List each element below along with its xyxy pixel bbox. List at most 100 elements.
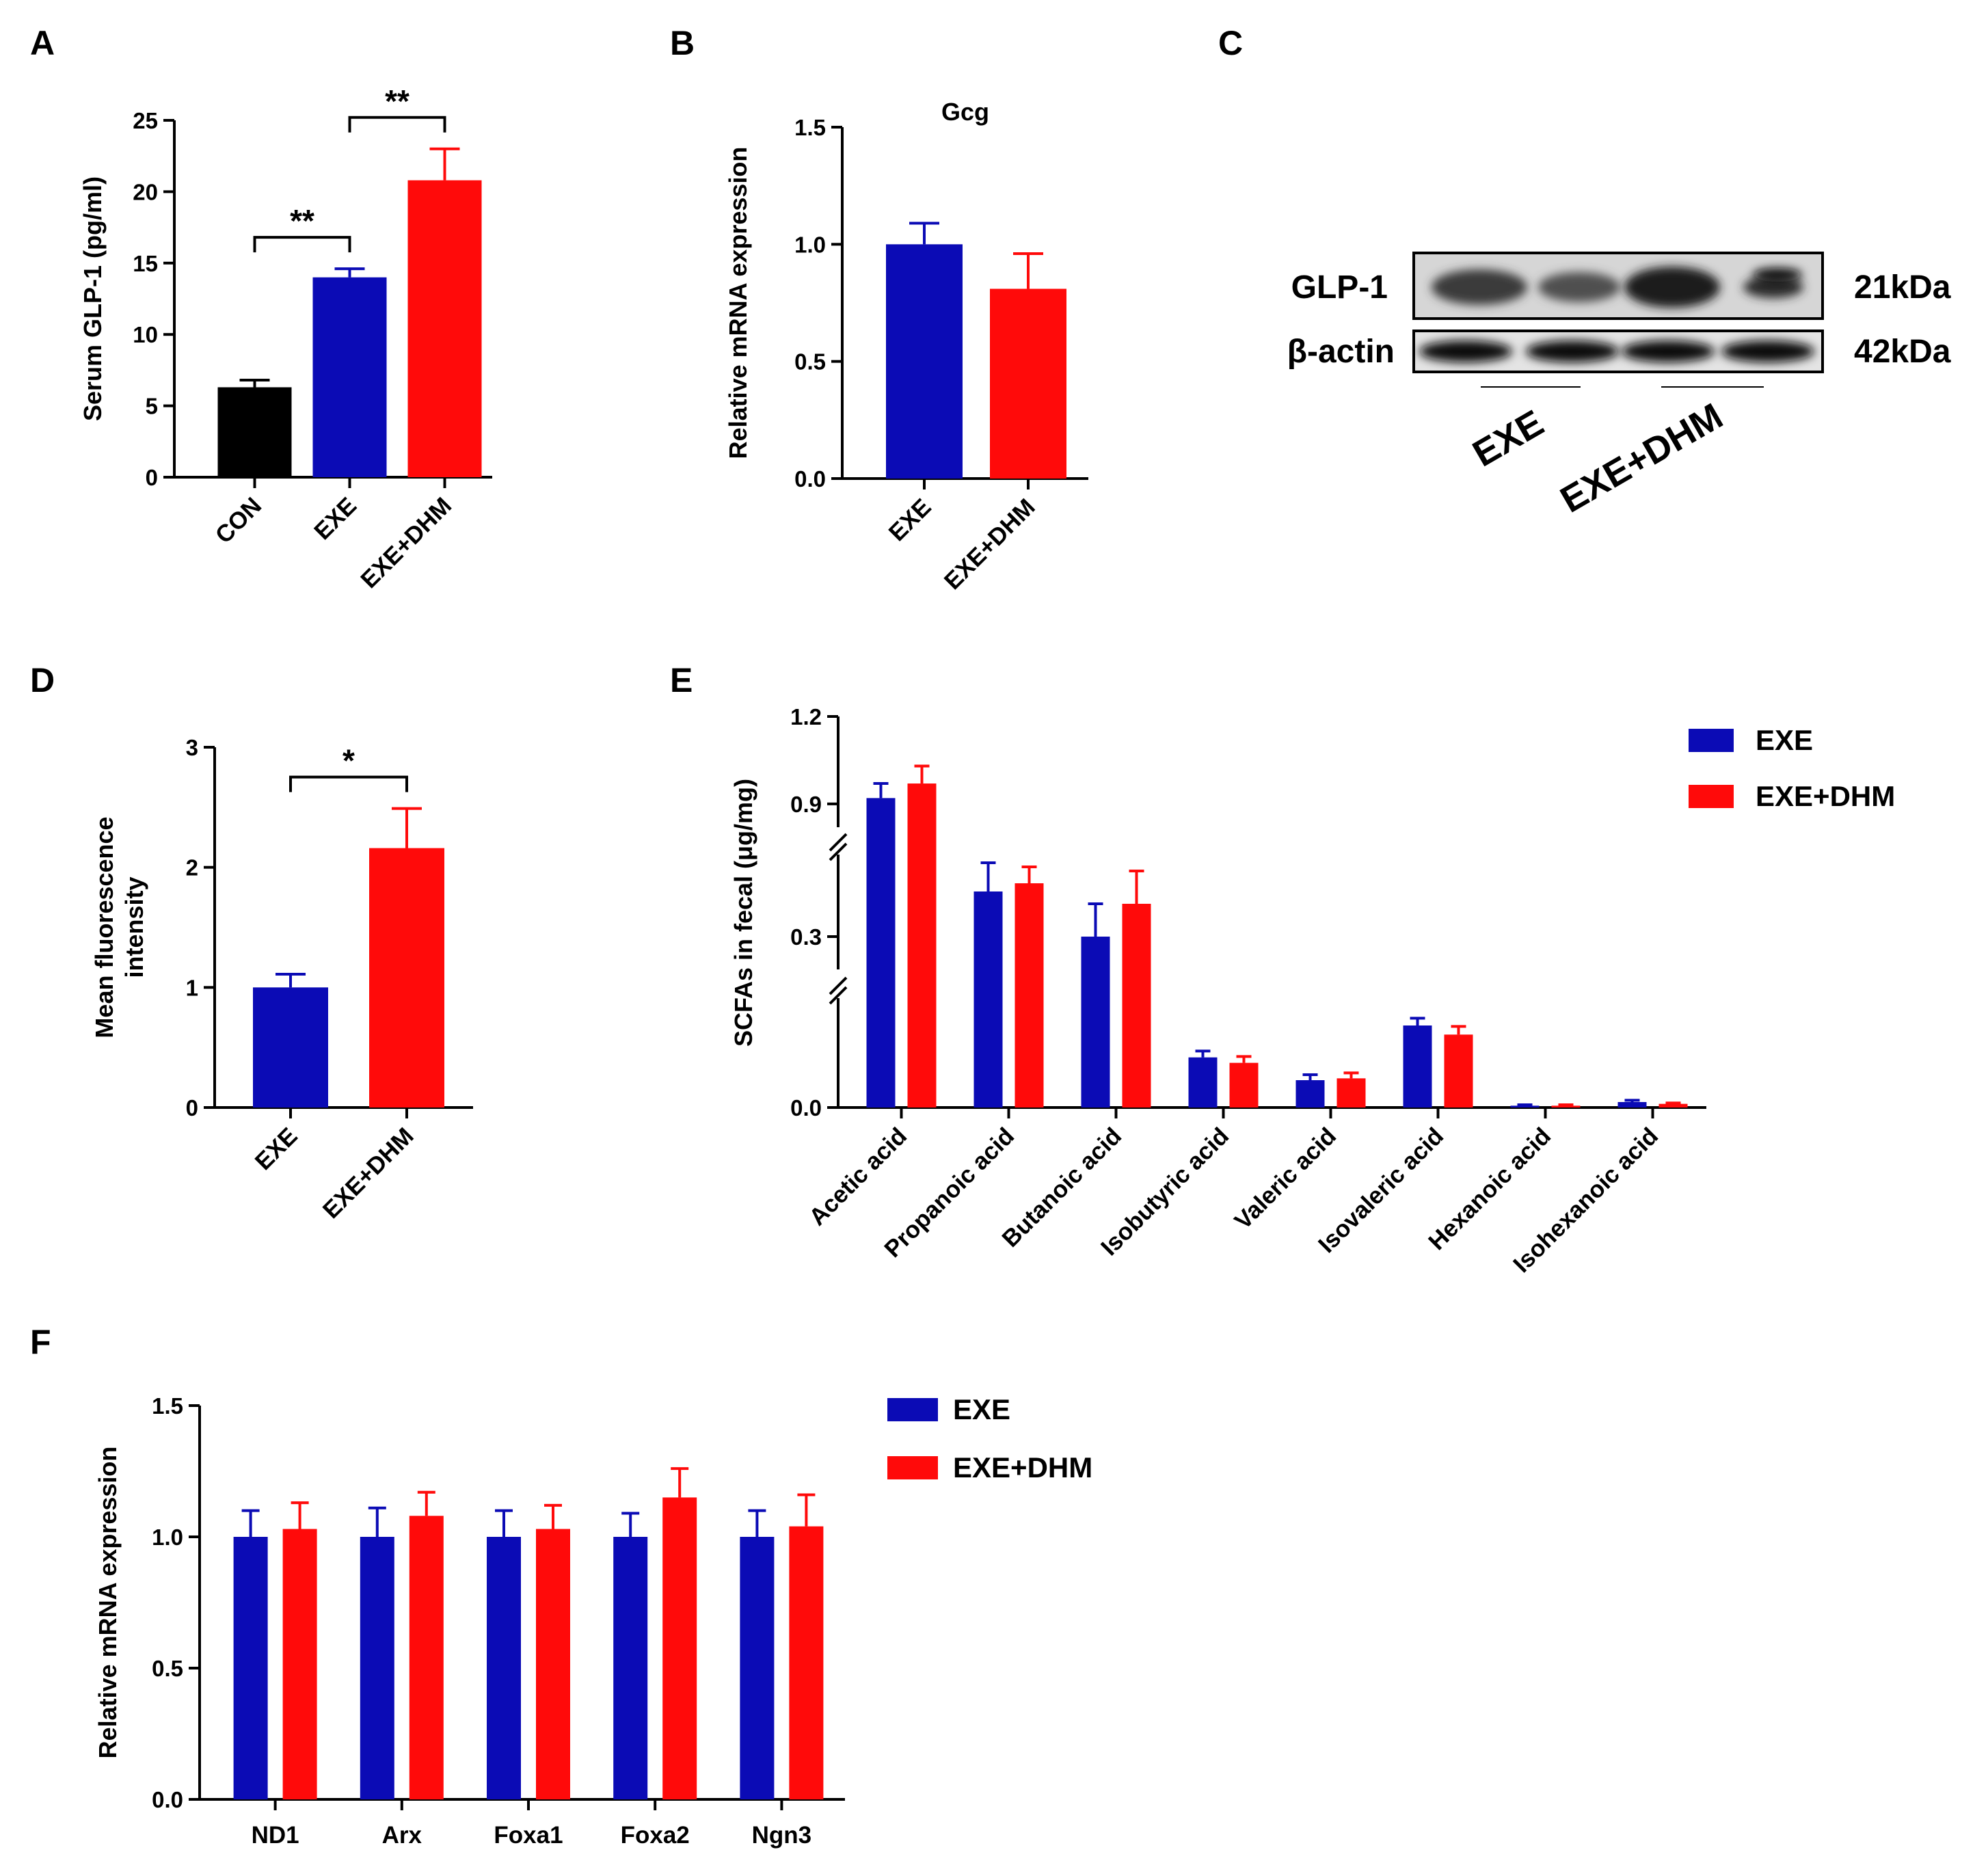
legend-label-exe: EXE xyxy=(1756,724,1813,756)
y-tick-label: 1.0 xyxy=(794,232,826,257)
panel-letter-f: F xyxy=(30,1323,51,1361)
significance-label: ** xyxy=(290,203,314,239)
axis-break-mark xyxy=(829,842,848,861)
legend-label-exe: EXE xyxy=(953,1393,1010,1425)
bar-exe-dhm-isovaleric-acid xyxy=(1444,1034,1473,1108)
panel-letter-b: B xyxy=(670,24,695,62)
bar-exe xyxy=(253,987,328,1108)
blot-size-label: 42kDa xyxy=(1854,334,1951,370)
bar-exe-dhm-propanoic-acid xyxy=(1015,883,1044,1108)
y-tick-label: 2 xyxy=(186,855,198,881)
blot-size-label: 21kDa xyxy=(1854,269,1951,306)
axis-break-mark xyxy=(829,986,848,1005)
bar-exe-nd1 xyxy=(233,1537,268,1799)
actin-band-3 xyxy=(1622,340,1715,362)
bar-exe-dhm-arx xyxy=(409,1516,444,1799)
blot-row-label: GLP-1 xyxy=(1291,269,1388,306)
bar-exe-isobutyric-acid xyxy=(1188,1057,1218,1108)
y-tick-label: 3 xyxy=(186,735,198,760)
bar-exe-dhm xyxy=(369,848,444,1108)
bar-exe-ngn3 xyxy=(740,1537,775,1799)
chart-b: 0.0 0.5 1.0 1.5 Relative mRNA expression Gcg E… xyxy=(724,98,1088,595)
y-tick-label: 1.0 xyxy=(152,1525,183,1550)
panel-letter-e: E xyxy=(670,661,693,699)
y-tick-label: 0.9 xyxy=(790,792,822,817)
bar-exe xyxy=(312,277,387,477)
bar-exe-hexanoic-acid xyxy=(1510,1105,1540,1108)
y-axis-label: Serum GLP-1 (pg/ml) xyxy=(79,176,107,421)
x-tick-label: CON xyxy=(211,492,267,549)
legend-label-exe-dhm: EXE+DHM xyxy=(953,1451,1092,1484)
bar-exe-dhm-acetic-acid xyxy=(907,783,937,1108)
y-tick-label: 1 xyxy=(186,975,198,1000)
x-tick-label: Ngn3 xyxy=(752,1822,812,1849)
x-tick-label: Arx xyxy=(382,1822,422,1849)
bar-exe-dhm-butanoic-acid xyxy=(1122,904,1151,1108)
significance-bracket xyxy=(289,775,408,792)
y-tick-label: 0.5 xyxy=(152,1656,183,1681)
actin-band-2 xyxy=(1526,340,1619,362)
panel-letter-c: C xyxy=(1218,24,1243,62)
x-tick-label: EXE xyxy=(309,492,362,545)
legend-swatch-exe-dhm xyxy=(1689,785,1734,808)
bar-exe-butanoic-acid xyxy=(1081,937,1110,1108)
western-blot-c: GLP-1 β-actin 21kDa 42kDa EXE EXE+DHM xyxy=(1287,252,1951,521)
bar-exe-propanoic-acid xyxy=(973,891,1003,1108)
y-tick-label: 20 xyxy=(133,179,158,204)
glp1-band-4-core xyxy=(1753,268,1802,282)
actin-band-4 xyxy=(1721,340,1814,362)
glp1-band-2 xyxy=(1538,272,1620,302)
x-tick-label: EXE xyxy=(250,1123,303,1175)
blot-row-label: β-actin xyxy=(1287,334,1395,370)
y-tick-label: 0 xyxy=(146,465,158,490)
chart-f: 0.0 0.5 1.0 1.5 Relative mRNA expression ND1 A… xyxy=(94,1393,1092,1849)
significance-bracket xyxy=(253,236,351,253)
x-tick-label: EXE+DHM xyxy=(318,1123,419,1224)
y-tick-label: 0.5 xyxy=(794,349,826,375)
panel-letter-a: A xyxy=(30,24,55,62)
bar-exe-valeric-acid xyxy=(1295,1080,1325,1108)
bar-con xyxy=(217,387,292,477)
bar-exe-dhm-isohexanoic-acid xyxy=(1658,1103,1688,1108)
y-tick-label: 1.2 xyxy=(790,704,822,729)
chart-a: 0 5 10 15 20 25 Serum GLP-1 (pg/ml) CON EXEEXE+D… xyxy=(79,83,492,593)
x-tick-label: Foxa2 xyxy=(621,1822,690,1849)
y-axis-label: intensity xyxy=(120,876,148,978)
y-tick-label: 0.3 xyxy=(790,924,822,950)
significance-label: ** xyxy=(385,83,409,119)
y-tick-label: 5 xyxy=(146,394,158,419)
bar-exe-isohexanoic-acid xyxy=(1617,1102,1647,1108)
bar-exe-dhm-hexanoic-acid xyxy=(1551,1105,1581,1108)
x-tick-label: ND1 xyxy=(252,1822,299,1849)
axis-break-mark xyxy=(829,976,848,995)
y-tick-label: 0 xyxy=(186,1095,198,1121)
bar-exe-dhm-isobutyric-acid xyxy=(1229,1062,1259,1108)
bar-exe-acetic-acid xyxy=(866,798,896,1108)
legend-swatch-exe xyxy=(887,1398,938,1421)
y-tick-label: 1.5 xyxy=(152,1393,183,1419)
glp1-band-4 xyxy=(1743,276,1803,298)
x-tick-label: Acetic acid xyxy=(804,1123,912,1231)
legend-swatch-exe-dhm xyxy=(887,1456,938,1479)
y-axis-label: Mean fluorescence xyxy=(90,816,118,1038)
bar-exe-dhm-valeric-acid xyxy=(1336,1078,1366,1108)
glp1-band-3 xyxy=(1624,267,1720,308)
chart-e: 0.0 0.3 0.9 1.2 SCFAs in fecal (μg/mg) Acetic… xyxy=(729,704,1895,1278)
axis-break-mark xyxy=(829,833,848,852)
legend-swatch-exe xyxy=(1689,729,1734,752)
y-axis-label: Relative mRNA expression xyxy=(724,147,752,459)
y-tick-label: 0.0 xyxy=(794,466,826,492)
y-axis-label: Relative mRNA expression xyxy=(94,1447,122,1759)
bar-exe-dhm-ngn3 xyxy=(789,1526,824,1799)
blot-group-label: EXE+DHM xyxy=(1554,395,1730,520)
blot-group-label: EXE xyxy=(1466,402,1550,474)
y-tick-label: 15 xyxy=(133,251,158,276)
x-tick-label: EXE+DHM xyxy=(355,492,457,593)
y-tick-label: 10 xyxy=(133,322,158,347)
panel-letter-d: D xyxy=(30,661,55,699)
x-tick-label: Valeric acid xyxy=(1229,1123,1341,1235)
bar-exe-foxa1 xyxy=(487,1537,521,1799)
chart-d: 0 1 2 3 Mean fluorescence intensity EXE EXE+DHM… xyxy=(90,735,473,1224)
glp1-band-1 xyxy=(1432,269,1527,305)
